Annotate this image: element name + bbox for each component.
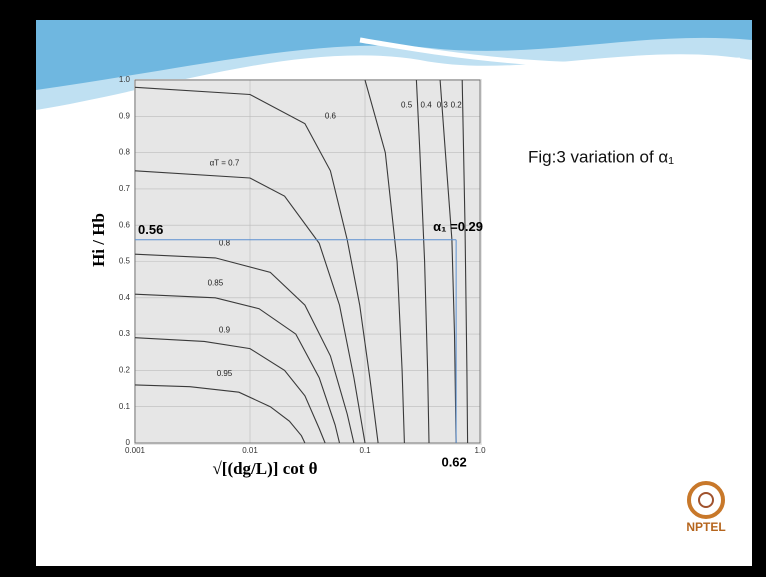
wave xyxy=(36,20,752,90)
y-tick-label: 0.9 xyxy=(119,111,131,120)
curve xyxy=(415,79,430,444)
curve-label: 0.3 xyxy=(437,101,449,110)
curve-label: 0.95 xyxy=(217,369,233,378)
curve xyxy=(134,337,326,444)
y-tick-label: 0.2 xyxy=(119,366,131,375)
y-tick-label: 0.8 xyxy=(119,148,131,157)
y-tick-label: 0.6 xyxy=(119,220,131,229)
curve-label: 0.2 xyxy=(451,101,463,110)
x-tick-label: 0.1 xyxy=(359,446,371,455)
plot-bg xyxy=(134,79,482,445)
y-tick-label: 0.7 xyxy=(119,184,131,193)
curve-label: 0.85 xyxy=(208,278,224,287)
curve xyxy=(134,293,341,444)
plot-frame xyxy=(134,79,481,444)
curve-label: 0.6 xyxy=(325,111,337,120)
curve xyxy=(134,253,355,444)
curve xyxy=(134,384,306,444)
guide-x-label: 0.62 xyxy=(441,454,466,469)
curve-label: 0.5 xyxy=(401,101,413,110)
logo-text: NPTEL xyxy=(686,520,725,534)
curve xyxy=(461,79,469,444)
y-tick-label: 0.4 xyxy=(119,293,131,302)
y-axis-label: Hi / Hb xyxy=(89,213,108,267)
chart-title: Fig:3 variation of α₁ xyxy=(528,147,674,166)
x-tick-label: 0.001 xyxy=(125,446,146,455)
curve-label: 0.4 xyxy=(421,101,433,110)
curve xyxy=(364,79,405,444)
y-tick-label: 0 xyxy=(126,438,131,447)
logo-core xyxy=(698,492,714,508)
x-axis-label: √[(dg/L)] cot θ xyxy=(212,459,317,478)
curve-label: 0.9 xyxy=(219,326,231,335)
wave-highlight xyxy=(359,37,741,68)
y-tick-label: 0.1 xyxy=(119,402,131,411)
x-tick-label: 0.01 xyxy=(242,446,258,455)
x-tick-label: 1.0 xyxy=(474,446,486,455)
guide-y-label: 0.56 xyxy=(138,222,163,237)
curve xyxy=(134,86,379,444)
y-tick-label: 0.5 xyxy=(119,257,131,266)
curve-label: αT = 0.7 xyxy=(210,159,240,168)
curve-label: 0.8 xyxy=(219,238,231,247)
curve xyxy=(134,170,366,444)
y-tick-label: 0.3 xyxy=(119,329,131,338)
y-tick-label: 1.0 xyxy=(119,75,131,84)
logo-ring xyxy=(687,481,725,519)
guide-point-label: α₁ =0.29 xyxy=(433,219,483,234)
